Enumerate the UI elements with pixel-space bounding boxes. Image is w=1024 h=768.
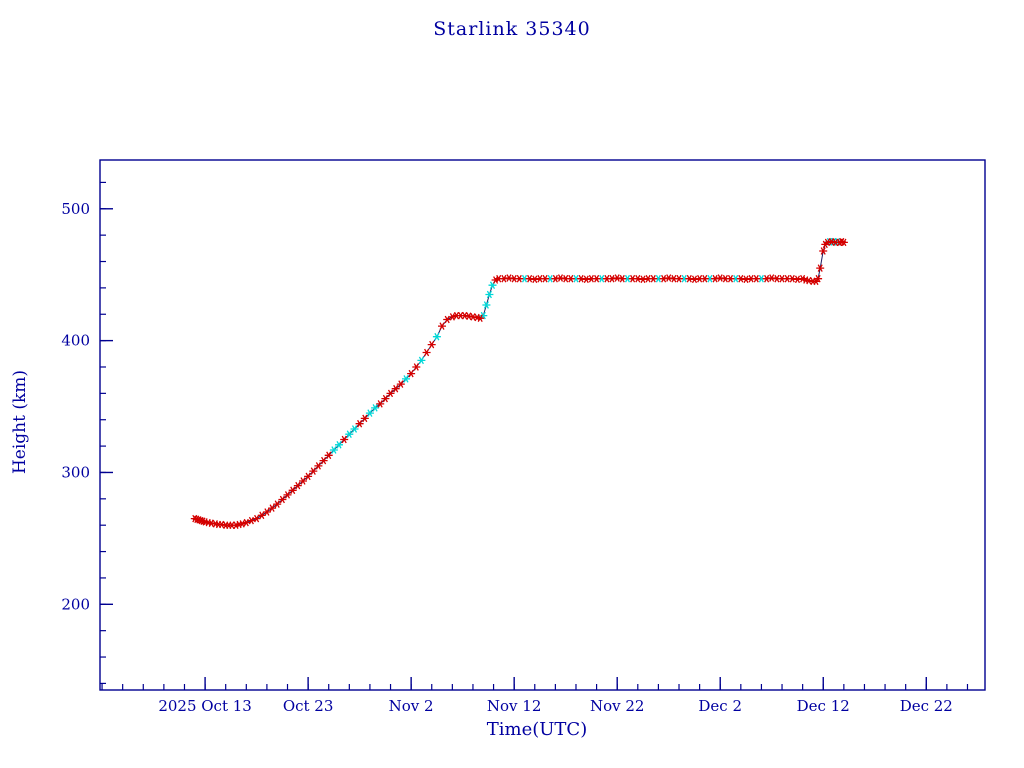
- svg-text:2025 Oct 13: 2025 Oct 13: [158, 697, 252, 715]
- svg-text:Nov 2: Nov 2: [389, 697, 434, 715]
- svg-text:Oct 23: Oct 23: [283, 697, 334, 715]
- svg-text:Nov 12: Nov 12: [487, 697, 542, 715]
- svg-text:Dec 12: Dec 12: [797, 697, 850, 715]
- svg-text:200: 200: [61, 595, 90, 613]
- marker-series-red: [190, 237, 848, 529]
- chart-title: Starlink 35340: [433, 18, 591, 40]
- svg-text:Nov 22: Nov 22: [590, 697, 645, 715]
- svg-text:300: 300: [61, 463, 90, 481]
- svg-text:Dec 2: Dec 2: [698, 697, 742, 715]
- svg-text:400: 400: [61, 332, 90, 350]
- svg-text:500: 500: [61, 200, 90, 218]
- svg-text:Dec 22: Dec 22: [900, 697, 953, 715]
- x-axis-label: Time(UTC): [486, 719, 588, 740]
- marker-series-cyan: [329, 237, 842, 454]
